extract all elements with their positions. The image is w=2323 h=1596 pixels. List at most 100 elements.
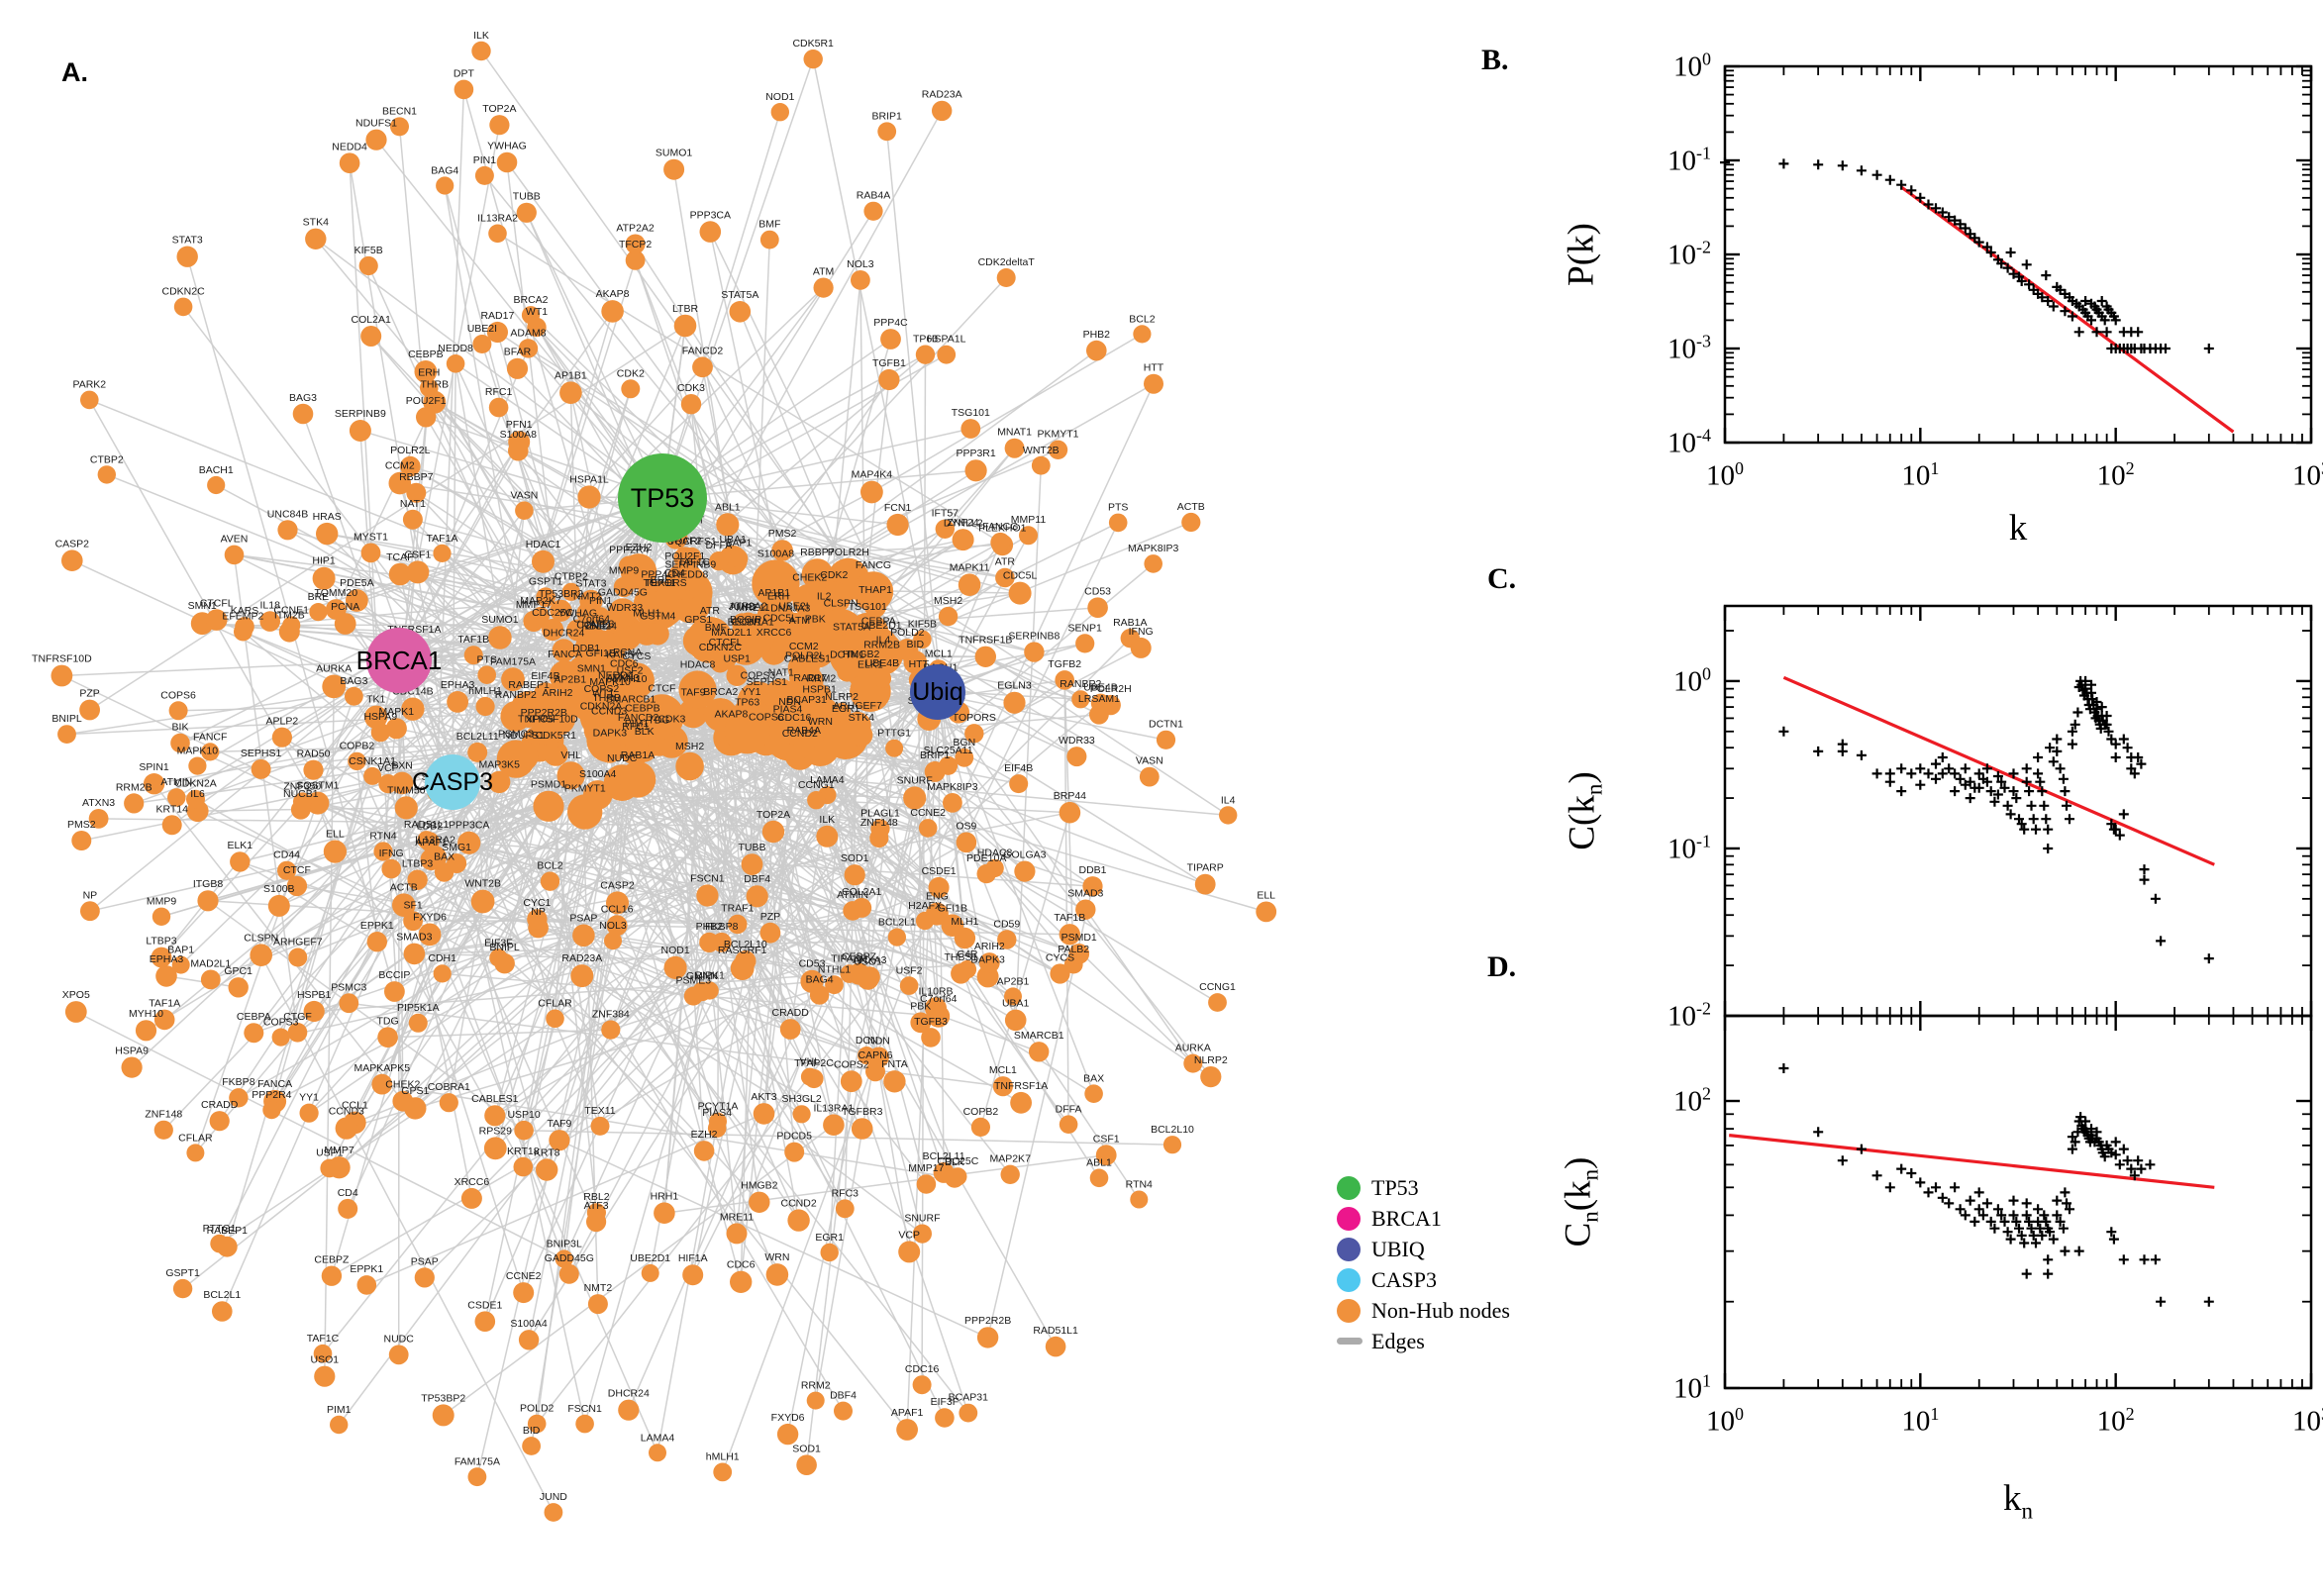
network-node[interactable] <box>64 1001 87 1023</box>
network-node[interactable] <box>860 480 883 504</box>
network-node[interactable] <box>771 540 793 561</box>
network-node[interactable] <box>960 419 981 439</box>
network-node[interactable] <box>334 613 356 635</box>
network-node[interactable] <box>696 884 719 907</box>
network-node[interactable] <box>1194 873 1216 895</box>
network-node[interactable] <box>330 1415 349 1435</box>
network-node[interactable] <box>207 475 226 495</box>
network-node[interactable] <box>858 966 880 988</box>
network-node[interactable] <box>746 885 768 908</box>
network-node[interactable] <box>1048 440 1068 459</box>
network-node[interactable] <box>488 224 507 244</box>
network-node[interactable] <box>549 660 581 692</box>
network-node[interactable] <box>536 1158 558 1181</box>
network-node[interactable] <box>951 963 971 984</box>
network-node[interactable] <box>483 1137 507 1160</box>
network-node[interactable] <box>886 513 909 537</box>
network-node[interactable] <box>1084 1084 1103 1103</box>
network-node[interactable] <box>955 748 974 767</box>
network-node[interactable] <box>259 611 281 632</box>
network-node[interactable] <box>527 909 548 930</box>
network-node[interactable] <box>567 794 603 830</box>
network-node[interactable] <box>349 420 371 442</box>
network-node[interactable] <box>870 819 890 839</box>
network-node[interactable] <box>313 1344 333 1363</box>
network-node[interactable] <box>825 975 844 995</box>
network-node[interactable] <box>1162 1136 1182 1154</box>
network-node[interactable] <box>1008 581 1032 605</box>
network-node[interactable] <box>992 1076 1014 1097</box>
network-node[interactable] <box>823 1114 845 1136</box>
network-node[interactable] <box>88 809 109 829</box>
network-node[interactable] <box>477 665 497 684</box>
network-node[interactable] <box>460 1187 482 1209</box>
network-node[interactable] <box>79 699 100 721</box>
network-node[interactable] <box>339 993 359 1014</box>
network-node[interactable] <box>943 793 962 813</box>
network-node[interactable] <box>173 297 193 317</box>
network-node[interactable] <box>572 924 595 948</box>
network-node[interactable] <box>97 465 117 484</box>
network-node[interactable] <box>851 270 870 290</box>
network-node[interactable] <box>801 558 834 590</box>
network-node[interactable] <box>765 1263 789 1286</box>
network-node[interactable] <box>1019 526 1038 546</box>
network-node[interactable] <box>394 796 418 820</box>
network-node[interactable] <box>488 397 509 418</box>
network-node[interactable] <box>959 1403 978 1423</box>
network-node[interactable] <box>1139 766 1160 787</box>
network-node[interactable] <box>121 1056 143 1078</box>
network-node[interactable] <box>868 1047 889 1068</box>
network-node[interactable] <box>863 201 883 221</box>
network-node[interactable] <box>990 532 1011 552</box>
network-node[interactable] <box>388 471 412 495</box>
hub-node-brca1[interactable] <box>366 628 432 693</box>
network-node[interactable] <box>224 545 245 565</box>
network-node[interactable] <box>235 617 254 637</box>
network-node[interactable] <box>850 723 873 748</box>
network-node[interactable] <box>277 860 297 880</box>
network-node[interactable] <box>1219 806 1238 825</box>
hub-node-casp3[interactable] <box>425 754 480 810</box>
network-node[interactable] <box>1156 730 1176 749</box>
network-node[interactable] <box>50 664 73 687</box>
network-node[interactable] <box>728 914 748 935</box>
network-node[interactable] <box>432 1404 454 1427</box>
network-node[interactable] <box>262 1101 281 1120</box>
network-node[interactable] <box>606 915 628 937</box>
network-node[interactable] <box>1004 987 1022 1006</box>
network-node[interactable] <box>577 485 601 509</box>
network-node[interactable] <box>515 501 534 520</box>
network-node[interactable] <box>309 603 328 622</box>
network-node[interactable] <box>384 981 405 1002</box>
network-node[interactable] <box>474 1311 496 1332</box>
network-node[interactable] <box>373 842 393 861</box>
network-node[interactable] <box>601 300 624 323</box>
network-node[interactable] <box>927 1005 951 1028</box>
network-node[interactable] <box>796 1454 817 1475</box>
network-node[interactable] <box>514 1120 534 1141</box>
network-node[interactable] <box>358 255 378 276</box>
network-node[interactable] <box>1045 1336 1066 1357</box>
network-node[interactable] <box>692 981 712 1002</box>
network-node[interactable] <box>1090 693 1111 713</box>
network-node[interactable] <box>1003 691 1026 714</box>
network-node[interactable] <box>402 509 423 530</box>
network-node[interactable] <box>392 1090 414 1112</box>
network-node[interactable] <box>835 1199 855 1219</box>
network-node[interactable] <box>508 741 539 771</box>
network-node[interactable] <box>776 1423 799 1446</box>
network-node[interactable] <box>80 390 99 410</box>
network-node[interactable] <box>693 1141 715 1161</box>
network-node[interactable] <box>880 329 901 349</box>
network-node[interactable] <box>1059 801 1081 824</box>
network-node[interactable] <box>621 379 641 399</box>
network-node[interactable] <box>1024 642 1045 662</box>
network-node[interactable] <box>312 566 336 590</box>
network-node[interactable] <box>510 690 548 729</box>
network-node[interactable] <box>390 771 414 795</box>
network-node[interactable] <box>457 831 481 854</box>
network-node[interactable] <box>937 345 957 364</box>
network-node[interactable] <box>903 786 927 810</box>
network-node[interactable] <box>335 1117 357 1140</box>
